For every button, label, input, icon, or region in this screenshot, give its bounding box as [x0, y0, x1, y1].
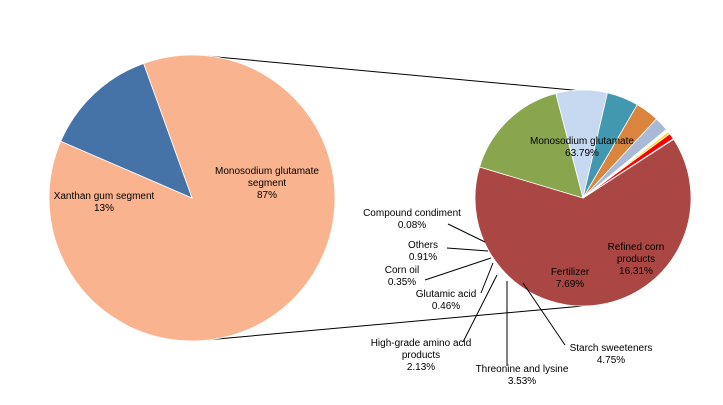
secondary-pie	[474, 89, 692, 307]
label-threonine-and-lysine: Threonine and lysine 3.53%	[476, 364, 569, 387]
label-fertilizer: Fertilizer 7.69%	[551, 267, 590, 290]
slice-xanthan-gum-segment	[60, 62, 193, 199]
label-monosodium-glutamate-segment: Monosodium glutamate segment 87%	[215, 166, 319, 201]
label-starch-sweeteners: Starch sweeteners 4.75%	[570, 343, 653, 366]
data-labels: Monosodium glutamate segment 87% Xanthan gu…	[54, 136, 665, 387]
leader-glutamic-acid	[480, 262, 494, 294]
slice-monosodium-glutamate-segment	[48, 54, 336, 342]
label-corn-oil: Corn oil 0.35%	[385, 265, 419, 288]
primary-pie	[48, 54, 336, 342]
label-monosodium-glutamate: Monosodium glutamate 63.79%	[530, 136, 634, 159]
leader-high-grade-amino-acid-products	[462, 274, 498, 343]
leader-corn-oil	[424, 257, 492, 281]
leader-others	[446, 247, 489, 252]
label-refined-corn-products: Refined corn products 16.31%	[608, 242, 665, 277]
slice-compound-condiment	[582, 138, 675, 199]
connector-line-bottom	[205, 305, 584, 341]
leader-starch-sweeteners	[522, 282, 566, 346]
label-high-grade-amino-acid-products: High-grade amino acid products 2.13%	[371, 338, 472, 373]
label-glutamic-acid: Glutamic acid 0.46%	[416, 289, 477, 312]
label-compound-condiment: Compound condiment 0.08%	[363, 208, 461, 231]
label-xanthan-gum-segment: Xanthan gum segment 13%	[54, 191, 155, 214]
slice-monosodium-glutamate	[474, 138, 692, 307]
leader-lines	[424, 223, 566, 366]
slice-refined-corn-products	[479, 92, 584, 199]
leader-compound-condiment	[447, 223, 486, 243]
connector-line-top	[205, 55, 584, 92]
label-others: Others 0.91%	[408, 240, 438, 263]
